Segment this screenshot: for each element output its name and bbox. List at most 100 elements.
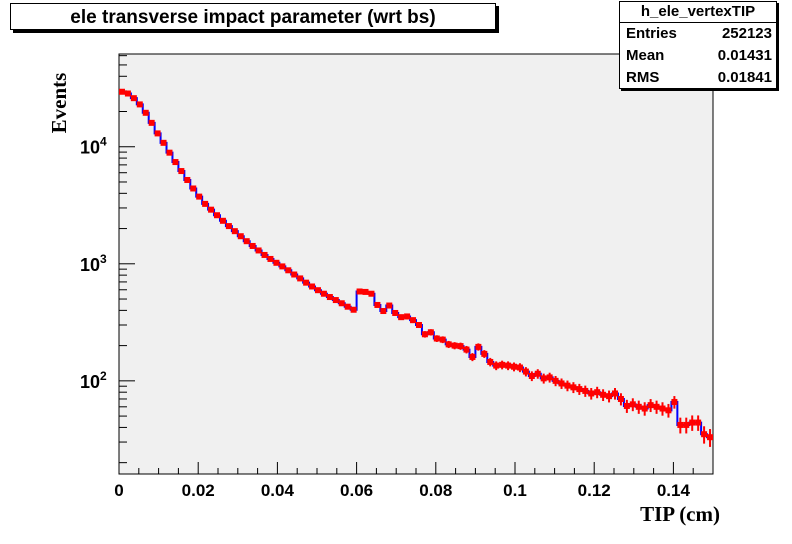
marker <box>231 228 238 235</box>
data-point <box>404 313 411 320</box>
marker <box>469 353 476 360</box>
data-point <box>237 233 244 240</box>
y-tick-label: 104 <box>80 135 107 158</box>
data-point <box>671 396 678 409</box>
marker <box>493 362 500 369</box>
marker <box>380 308 387 315</box>
data-point <box>558 378 565 389</box>
marker <box>332 297 339 304</box>
marker <box>136 101 143 108</box>
marker <box>427 329 434 336</box>
data-point <box>219 217 226 224</box>
data-point <box>386 302 393 309</box>
data-point <box>457 342 464 350</box>
marker <box>445 341 452 348</box>
data-point <box>611 388 618 400</box>
marker <box>439 336 446 343</box>
marker <box>273 259 280 266</box>
data-point <box>540 373 547 384</box>
data-point <box>261 251 268 258</box>
x-tick-label: 0.1 <box>503 481 527 500</box>
data-point <box>344 303 351 310</box>
x-tick-label: 0.04 <box>261 481 295 500</box>
data-point <box>380 308 387 315</box>
data-point <box>415 321 422 329</box>
marker <box>303 279 310 286</box>
data-point <box>326 294 333 301</box>
data-point <box>410 317 417 324</box>
marker <box>540 375 547 382</box>
data-point <box>499 360 506 370</box>
data-point <box>124 90 131 97</box>
data-point <box>309 283 316 290</box>
marker <box>350 306 357 313</box>
marker <box>671 398 678 405</box>
marker <box>421 331 428 338</box>
marker <box>338 300 345 307</box>
marker <box>285 267 292 274</box>
data-point <box>350 306 357 313</box>
data-point <box>130 95 137 102</box>
stats-label: Entries <box>626 25 677 42</box>
x-axis: 0 0.02 0.04 0.06 0.08 0.1 0.12 0.14 <box>114 462 714 500</box>
data-point <box>594 386 601 399</box>
marker <box>570 384 577 391</box>
data-point <box>303 279 310 286</box>
marker <box>683 421 690 428</box>
stats-label: RMS <box>626 69 660 86</box>
marker <box>665 407 672 414</box>
marker <box>142 109 149 116</box>
data-point <box>641 402 648 416</box>
data-point <box>297 275 304 282</box>
marker <box>225 223 232 230</box>
data-point <box>522 367 529 377</box>
data-point <box>511 362 518 372</box>
marker <box>463 346 470 353</box>
marker <box>154 130 161 137</box>
marker <box>594 389 601 396</box>
data-point <box>564 380 571 392</box>
data-point <box>481 350 488 358</box>
x-tick-label: 0.14 <box>657 481 691 500</box>
marker <box>588 390 595 397</box>
marker <box>516 364 523 371</box>
data-point <box>606 390 613 403</box>
data-point <box>267 255 274 262</box>
marker <box>279 263 286 270</box>
data-point <box>546 372 553 383</box>
data-point <box>582 385 589 397</box>
chart-title: ele transverse impact parameter (wrt bs) <box>10 3 496 30</box>
data-point <box>279 263 286 270</box>
marker <box>291 271 298 278</box>
marker <box>297 275 304 282</box>
marker <box>356 288 363 295</box>
marker <box>160 139 167 146</box>
plot-frame <box>118 53 714 475</box>
data-point <box>154 130 161 137</box>
marker <box>487 358 494 365</box>
data-point <box>707 429 714 447</box>
marker <box>558 380 565 387</box>
marker <box>362 288 369 295</box>
data-point <box>320 290 327 297</box>
marker <box>374 301 381 308</box>
marker <box>255 247 262 254</box>
marker <box>653 403 660 410</box>
stats-value: 252123 <box>721 25 772 42</box>
data-point <box>190 185 197 192</box>
data-point <box>534 369 541 379</box>
data-point <box>243 238 250 245</box>
x-tick-label: 0 <box>114 481 123 500</box>
data-point <box>445 340 452 349</box>
marker <box>659 405 666 412</box>
data-point <box>166 149 173 156</box>
data-point <box>368 290 375 297</box>
marker <box>629 401 636 408</box>
x-tick-label: 0.02 <box>182 481 215 500</box>
marker <box>219 217 226 224</box>
data-point <box>332 297 339 304</box>
marker <box>433 335 440 342</box>
data-point <box>202 200 209 207</box>
data-point <box>184 176 191 183</box>
